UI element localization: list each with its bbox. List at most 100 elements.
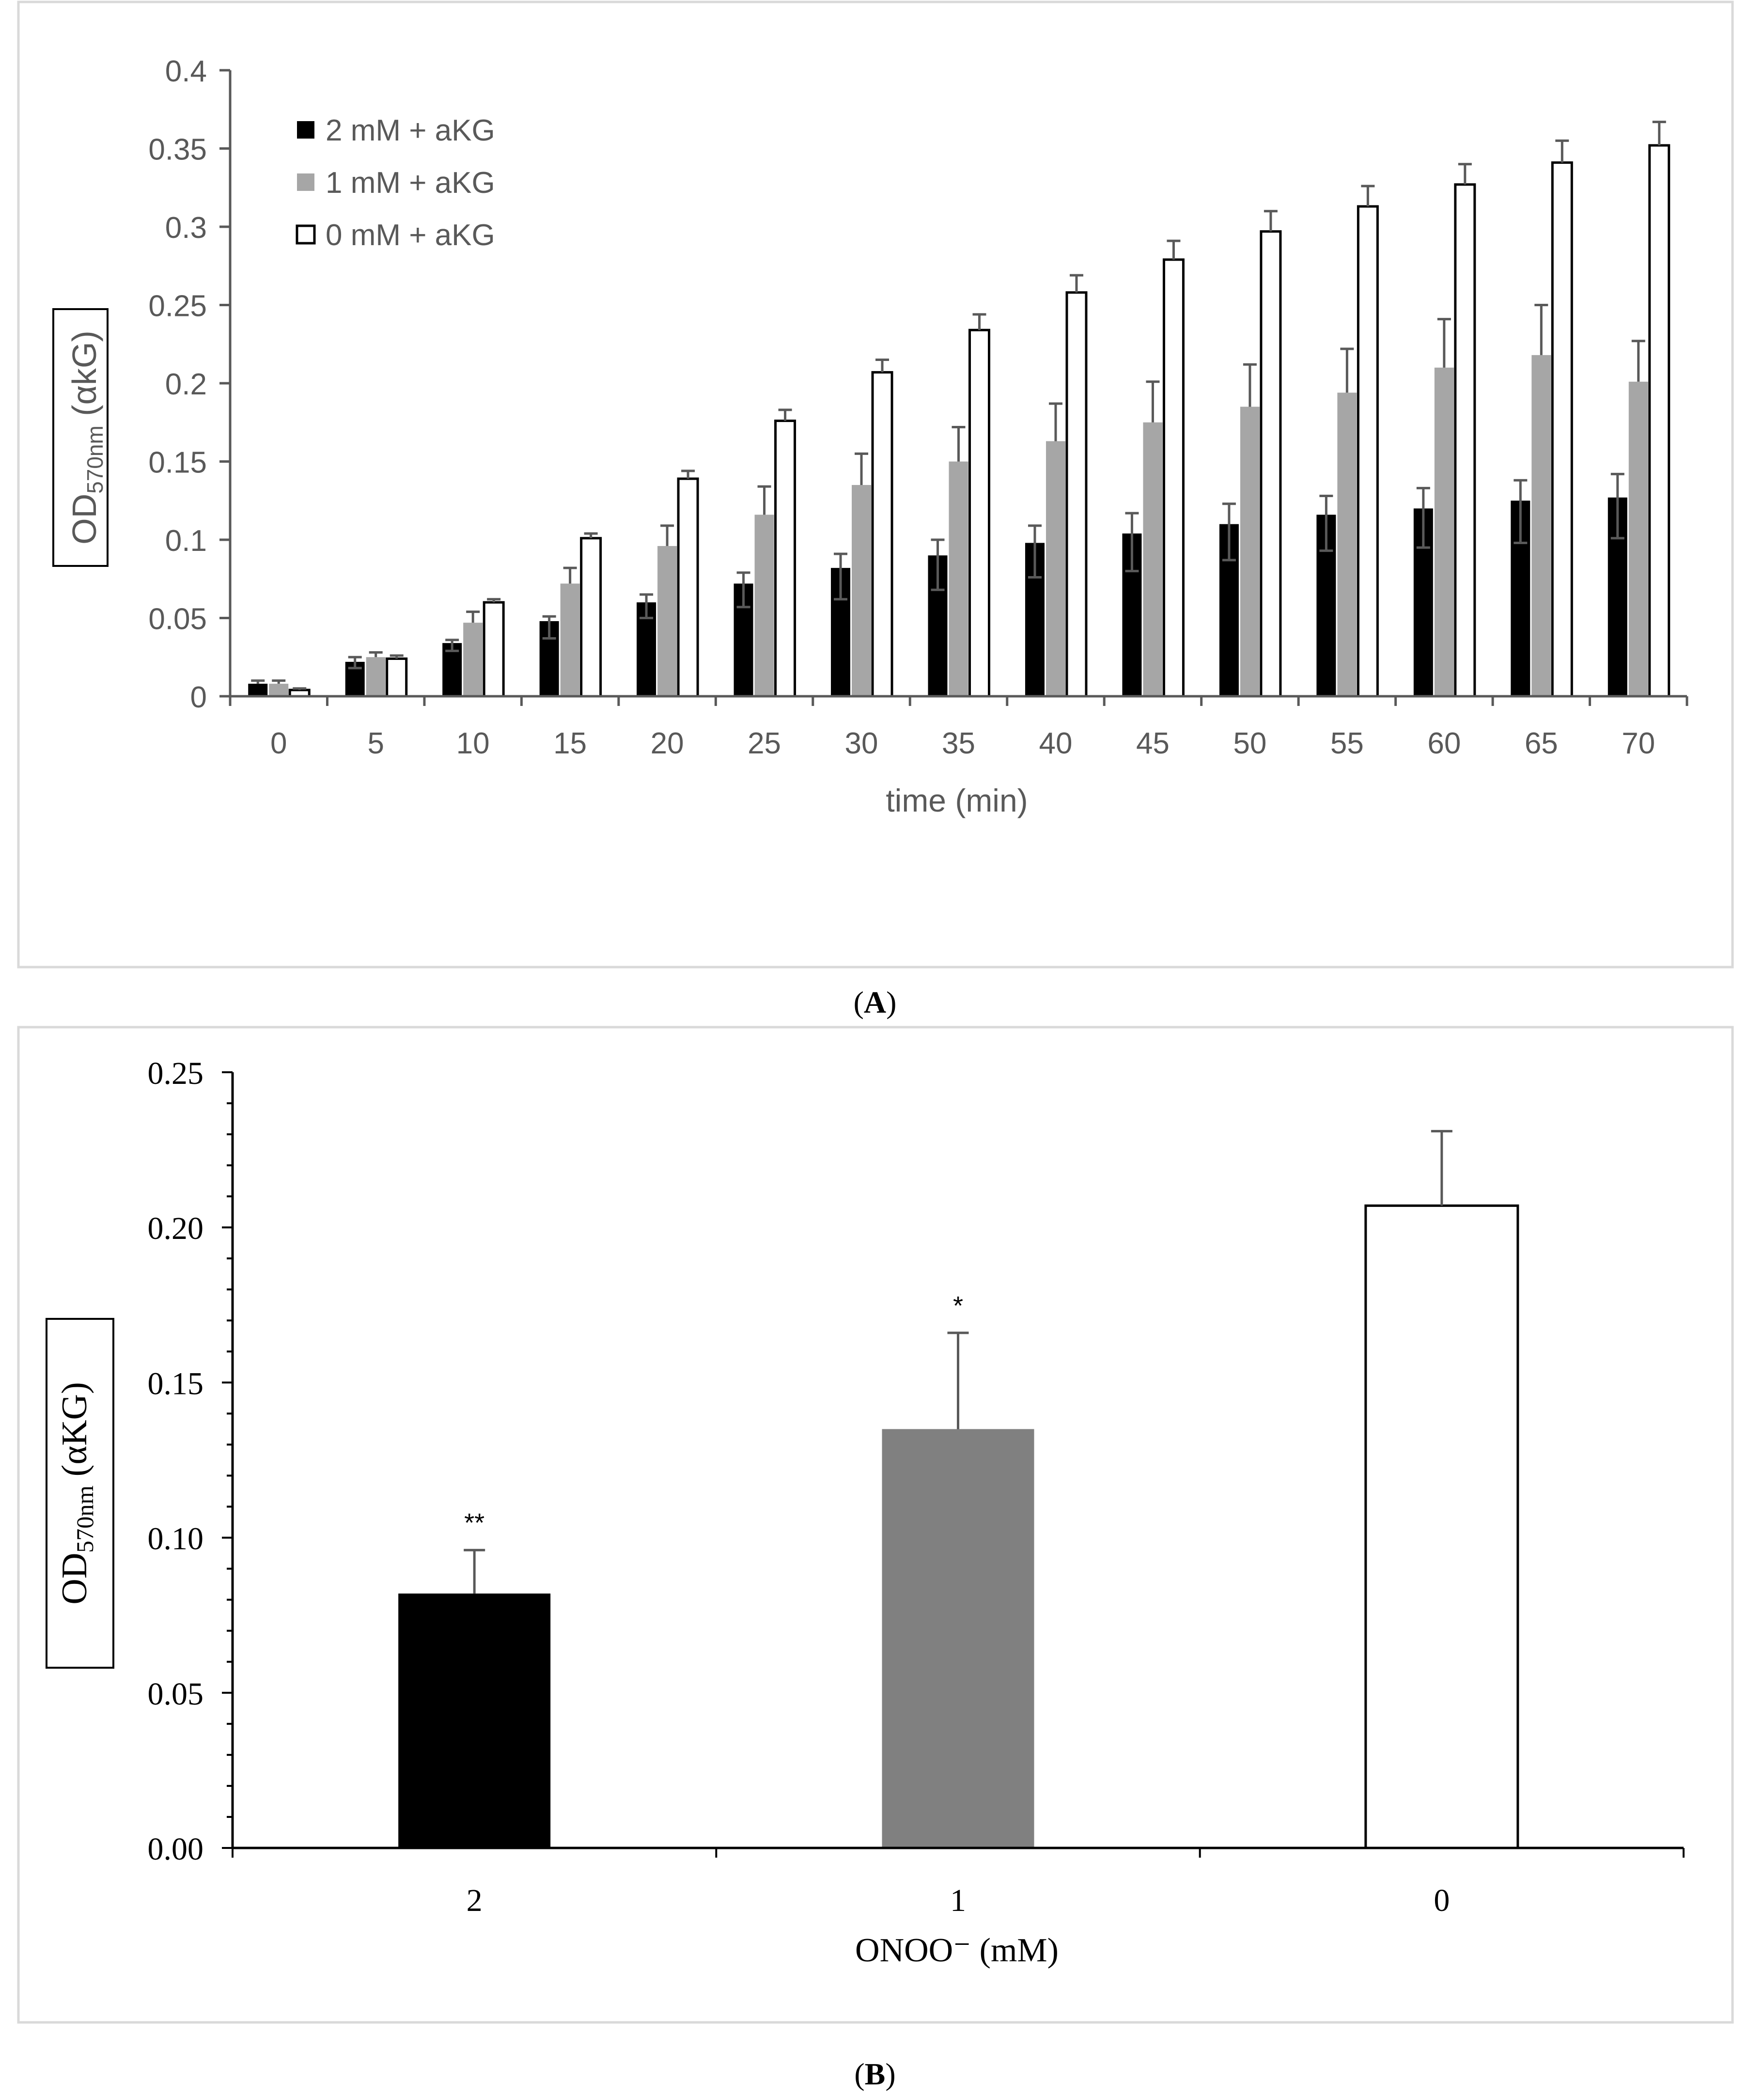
- a-x-tick-label: 60: [1427, 727, 1461, 760]
- error-bar-b-1: [947, 1331, 969, 1429]
- legend-item-2: 0 mM + aKG: [296, 219, 495, 252]
- bar-a-2mM-t0: [248, 684, 268, 696]
- panel-a-error-bars: [251, 121, 1666, 690]
- error-bar-a-s0-t60: [1416, 486, 1430, 549]
- error-bar-a-s0-t70: [1610, 472, 1624, 540]
- bar-a-1mM-t25: [754, 515, 774, 696]
- bar-b-1mM: [882, 1429, 1034, 1848]
- a-x-tick-label: 5: [367, 727, 384, 760]
- error-bar-a-s0-t45: [1125, 512, 1139, 573]
- panel-b-y-axis-label: OD570nm (αKG): [46, 1318, 114, 1669]
- a-y-tick-label: 0.4: [165, 55, 207, 88]
- error-bar-a-s1-t5: [369, 651, 383, 657]
- error-bar-a-s1-t15: [563, 566, 577, 584]
- error-bar-a-s2-t25: [778, 408, 792, 421]
- b-y-tick-label: 0.05: [148, 1676, 204, 1712]
- b-y-tick-label: 0.10: [148, 1521, 204, 1557]
- b-y-tick-label: 0.20: [148, 1211, 204, 1246]
- bar-a-0mM-t25: [774, 420, 796, 698]
- legend-label: 1 mM + aKG: [326, 166, 495, 200]
- panel-b-y-label-main: OD: [55, 1553, 94, 1605]
- a-x-tick-label: 25: [748, 727, 781, 760]
- error-bar-a-s2-t65: [1555, 139, 1569, 163]
- panel-b-y-label-rest: (αKG): [55, 1382, 94, 1485]
- bar-a-1mM-t50: [1240, 407, 1260, 696]
- error-bar-a-s2-t30: [875, 359, 890, 373]
- panel-a: 0 0.05 0.1 0.15 0.2 0.25 0.3 0.35 0.4 0 5 10 15 20 25…: [17, 0, 1734, 969]
- panel-b-x-axis-label: ONOO⁻ (mM): [855, 1932, 1059, 1969]
- bar-a-1mM-t40: [1046, 441, 1065, 696]
- svg-text:OD570nm (αkG): OD570nm (αkG): [65, 330, 108, 545]
- a-y-tick-label: 0: [190, 681, 207, 714]
- error-bar-a-s1-t65: [1534, 304, 1548, 355]
- a-x-tick-label: 50: [1233, 727, 1266, 760]
- panel-a-y-label-sub: 570nm: [82, 425, 108, 494]
- error-bar-a-s2-t20: [681, 469, 695, 479]
- panel-b-y-tick-labels: 0.00 0.05 0.10 0.15 0.20 0.25: [148, 1056, 204, 1867]
- legend-item-0: 2 mM + aKG: [297, 114, 495, 147]
- error-bar-a-s1-t20: [660, 524, 674, 546]
- a-x-tick-label: 45: [1136, 727, 1170, 760]
- bar-b-0mM: [1364, 1204, 1519, 1849]
- error-bar-a-s1-t60: [1437, 318, 1451, 368]
- error-bar-b-2: [464, 1549, 485, 1594]
- a-y-tick-label: 0.15: [148, 446, 207, 480]
- error-bar-a-s1-t70: [1631, 340, 1645, 382]
- error-bar-a-s1-t35: [952, 425, 966, 462]
- panel-b-significance-marks: ***: [464, 1291, 963, 1537]
- panel-b-error-bars: [464, 1130, 1452, 1594]
- a-x-tick-label: 40: [1039, 727, 1072, 760]
- a-x-tick-label: 10: [456, 727, 490, 760]
- legend-item-1: 1 mM + aKG: [297, 166, 495, 200]
- bar-a-0mM-t30: [871, 371, 893, 698]
- legend-swatch: [296, 224, 316, 245]
- a-y-tick-label: 0.35: [148, 133, 207, 167]
- b-x-tick-label: 2: [467, 1883, 483, 1918]
- panel-a-x-tick-labels: 0 5 10 15 20 25 30 35 40 45 50 55 60 65 70: [270, 727, 1655, 760]
- panel-a-y-label-main: OD: [65, 494, 103, 545]
- a-y-tick-label: 0.25: [148, 290, 207, 323]
- a-x-tick-label: 35: [942, 727, 975, 760]
- panel-b-bars: [398, 1204, 1519, 1849]
- b-y-tick-label: 0.25: [148, 1056, 204, 1091]
- error-bar-a-s2-t55: [1361, 185, 1375, 207]
- bar-a-0mM-t15: [580, 537, 602, 698]
- b-x-tick-label: 1: [950, 1883, 966, 1918]
- a-x-tick-label: 70: [1622, 727, 1655, 760]
- error-bar-a-s0-t65: [1514, 479, 1528, 544]
- panel-a-caption: (A): [854, 985, 897, 1019]
- error-bar-b-0: [1431, 1130, 1452, 1206]
- bar-a-1mM-t10: [463, 623, 483, 696]
- panel-b-axes: [222, 1071, 1685, 1858]
- a-y-tick-label: 0.05: [148, 603, 207, 636]
- error-bar-a-s0-t50: [1222, 502, 1236, 562]
- b-x-tick-label: 0: [1434, 1883, 1450, 1918]
- legend-label: 2 mM + aKG: [326, 114, 495, 147]
- error-bar-a-s1-t45: [1146, 380, 1160, 423]
- panel-a-y-axis-label-box: [52, 308, 109, 567]
- bar-a-0mM-t70: [1648, 144, 1670, 698]
- bar-a-0mM-t45: [1162, 258, 1185, 698]
- error-bar-a-s2-t15: [584, 532, 598, 538]
- panel-b-x-tick-labels: 2 1 0: [467, 1883, 1450, 1918]
- a-x-tick-label: 20: [651, 727, 684, 760]
- error-bar-a-s2-t0: [293, 687, 307, 690]
- error-bar-a-s1-t30: [855, 452, 869, 485]
- error-bar-a-s2-t40: [1069, 274, 1083, 293]
- b-y-tick-label: 0.00: [148, 1831, 204, 1867]
- error-bar-a-s2-t50: [1264, 210, 1278, 232]
- bar-a-0mM-t20: [677, 477, 699, 698]
- error-bar-a-s0-t10: [445, 639, 459, 652]
- panel-b-caption-letter: B: [865, 2057, 886, 2091]
- a-x-tick-label: 30: [845, 727, 878, 760]
- a-y-tick-label: 0.1: [165, 524, 207, 558]
- error-bar-a-s0-t25: [736, 571, 750, 609]
- svg-text:OD570nm (αKG): OD570nm (αKG): [55, 1382, 98, 1604]
- bar-a-0mM-t5: [386, 657, 408, 698]
- bar-a-1mM-t45: [1143, 422, 1163, 696]
- error-bar-a-s2-t35: [972, 313, 986, 330]
- legend-swatch: [297, 121, 314, 139]
- bar-a-0mM-t65: [1551, 161, 1573, 698]
